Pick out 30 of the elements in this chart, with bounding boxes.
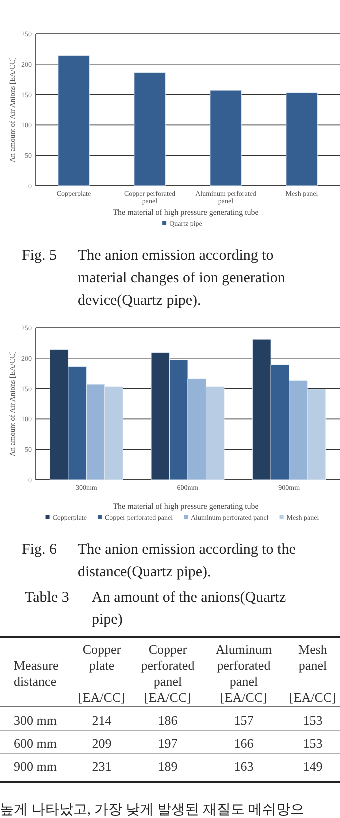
bar (58, 56, 90, 186)
text: Copper plate [EA/CC] (78, 642, 126, 705)
text: Aluminum perforated panel [EA/CC] (216, 642, 272, 705)
chart-title: Table 3 An amount of the anions(Quartz pipe) (25, 590, 286, 628)
category-label: 900 mm (14, 759, 57, 774)
data-label: 163 (234, 759, 254, 774)
bar (210, 90, 242, 186)
category-label: 300 mm (14, 713, 57, 728)
text: Mesh panel [EA/CC] (290, 642, 336, 705)
bar (286, 92, 318, 186)
data-label: 153 (303, 713, 323, 728)
text: Copper perforated panel [EA/CC] (141, 642, 196, 705)
data-label: 189 (158, 759, 178, 774)
data-label: 186 (158, 713, 178, 728)
data-label: 149 (303, 759, 323, 774)
x-axis-title: The material of high pressure generating tube (113, 502, 260, 511)
data-label: 214 (92, 713, 112, 728)
text: Fig. 5 The anion emission according to material changes of ion generation device(Quartz pipe). (22, 248, 286, 309)
bar (134, 72, 166, 186)
data-label: 157 (234, 713, 254, 728)
data-label: 153 (303, 736, 323, 751)
category-label: 600 mm (14, 736, 57, 751)
data-label: 197 (158, 736, 178, 751)
text: Fig. 6 The anion emission according to the distance(Quartz pipe). (22, 542, 296, 580)
data-label: 231 (92, 759, 112, 774)
text: Measure distance (14, 658, 59, 689)
text: 높게 나타났고, 가장 낮게 발생된 재질도 메쉬망으 (0, 803, 304, 818)
x-axis-title: The material of high pressure generating tube (113, 208, 260, 217)
data-label: 166 (234, 736, 254, 751)
data-label: 209 (92, 736, 112, 751)
